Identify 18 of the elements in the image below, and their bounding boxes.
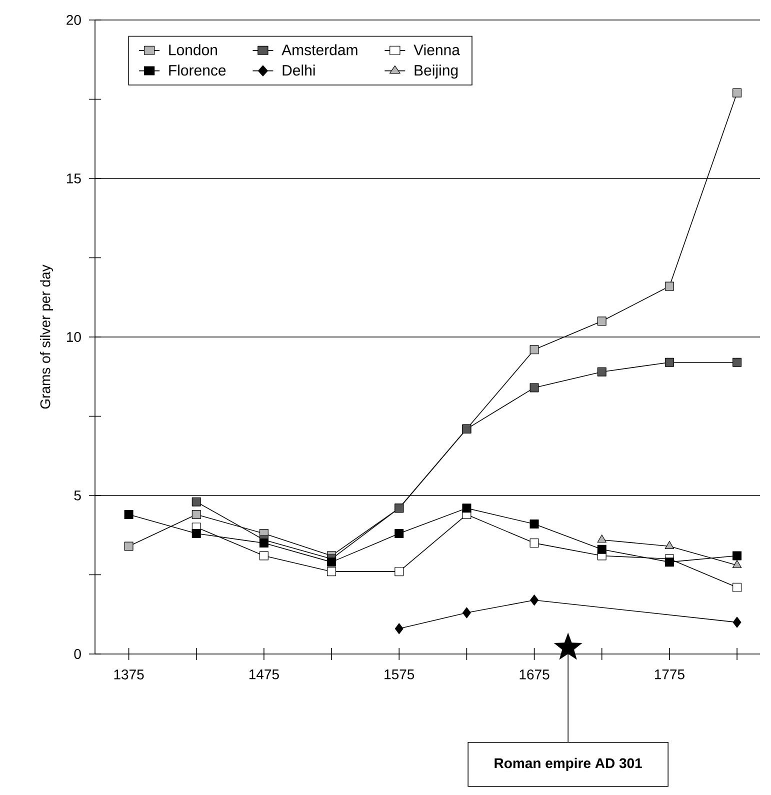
legend-label: Vienna xyxy=(414,44,460,56)
x-tick-label: 1475 xyxy=(249,670,279,680)
legend-label: London xyxy=(169,44,218,56)
legend-label: Beijing xyxy=(414,64,458,79)
annotation: Roman empire AD 301 xyxy=(494,758,642,771)
legend-label: Amsterdam xyxy=(282,44,358,56)
y-tick-label: 5 xyxy=(74,490,81,500)
y-axis-title: Grams of silver per day xyxy=(40,264,54,409)
y-tick-label: 20 xyxy=(66,15,81,25)
y-tick-label: 15 xyxy=(66,174,81,184)
y-tick-label: 10 xyxy=(66,332,81,342)
x-tick-label: 1375 xyxy=(114,670,144,680)
x-tick-label: 1775 xyxy=(654,670,684,680)
x-tick-label: 1575 xyxy=(384,670,414,680)
legend-label: Delhi xyxy=(282,64,315,76)
y-tick-label: 0 xyxy=(74,649,81,659)
x-tick-label: 1675 xyxy=(520,670,550,680)
legend-label: Florence xyxy=(169,64,226,76)
